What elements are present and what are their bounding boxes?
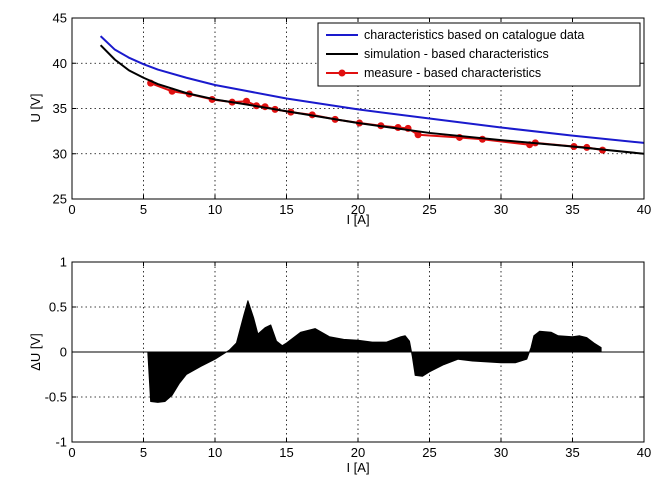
top-x-tick-labels: 0 5 10 15 20 25 30 35 40 [68, 202, 651, 217]
bottom-x-tick-label: 35 [565, 445, 579, 460]
top-y-tick-label: 30 [53, 146, 67, 161]
bottom-x-tick-labels: 0 5 10 15 20 25 30 35 40 [68, 445, 651, 460]
bottom-y-tick-label: -1 [55, 435, 67, 450]
bottom-x-tick-label: 20 [351, 445, 365, 460]
bottom-x-tick-label: 15 [279, 445, 293, 460]
top-y-tick-label: 25 [53, 192, 67, 207]
legend-marker-measure [338, 69, 346, 77]
top-x-tick-label: 30 [494, 202, 508, 217]
top-y-axis-label: U [V] [28, 94, 43, 123]
bottom-y-tick-label: 1 [60, 255, 67, 270]
series-line-catalogue [99, 35, 645, 144]
bottom-x-tick-label: 0 [68, 445, 75, 460]
bottom-y-tick-label: 0 [60, 345, 67, 360]
top-y-tick-label: 45 [53, 11, 67, 26]
legend-label-catalogue: characteristics based on catalogue data [364, 28, 584, 42]
series-line-simulation [99, 44, 645, 155]
top-legend: characteristics based on catalogue data … [317, 22, 641, 87]
top-plot-frame [71, 17, 645, 200]
top-series-group [99, 35, 645, 155]
legend-label-measure: measure - based characteristics [364, 66, 541, 80]
data-point-measure [242, 97, 250, 105]
top-y-tick-label: 35 [53, 101, 67, 116]
top-x-tick-label: 35 [565, 202, 579, 217]
bottom-x-tick-label: 30 [494, 445, 508, 460]
legend-label-simulation: simulation - based characteristics [364, 47, 549, 61]
bottom-chart: 0 5 10 15 20 25 30 35 40 -1 -0.5 0 0.5 1 I [A] ΔU [V… [28, 255, 651, 476]
bottom-y-tick-labels: -1 -0.5 0 0.5 1 [45, 255, 67, 450]
bottom-y-tick-label: 0.5 [49, 300, 67, 315]
data-point-measure [414, 131, 422, 139]
legend-box [317, 22, 641, 87]
top-x-tick-label: 10 [208, 202, 222, 217]
top-x-tick-label: 5 [140, 202, 147, 217]
top-y-tick-labels: 25 30 35 40 45 [53, 11, 67, 207]
top-y-tick-label: 40 [53, 56, 67, 71]
bottom-x-axis-label: I [A] [346, 460, 369, 475]
bottom-y-tick-label: -0.5 [45, 390, 67, 405]
bottom-y-axis-label: ΔU [V] [28, 333, 43, 371]
top-x-tick-label: 25 [422, 202, 436, 217]
top-x-tick-label: 20 [351, 202, 365, 217]
bottom-x-tick-label: 10 [208, 445, 222, 460]
bottom-x-tick-label: 5 [140, 445, 147, 460]
top-x-tick-label: 0 [68, 202, 75, 217]
top-x-tick-label: 40 [637, 202, 651, 217]
bottom-plot-frame [71, 261, 645, 443]
top-x-tick-label: 15 [279, 202, 293, 217]
top-grid [71, 17, 645, 200]
bottom-x-tick-label: 25 [422, 445, 436, 460]
top-x-axis-label: I [A] [346, 212, 369, 227]
bottom-x-tick-label: 40 [637, 445, 651, 460]
